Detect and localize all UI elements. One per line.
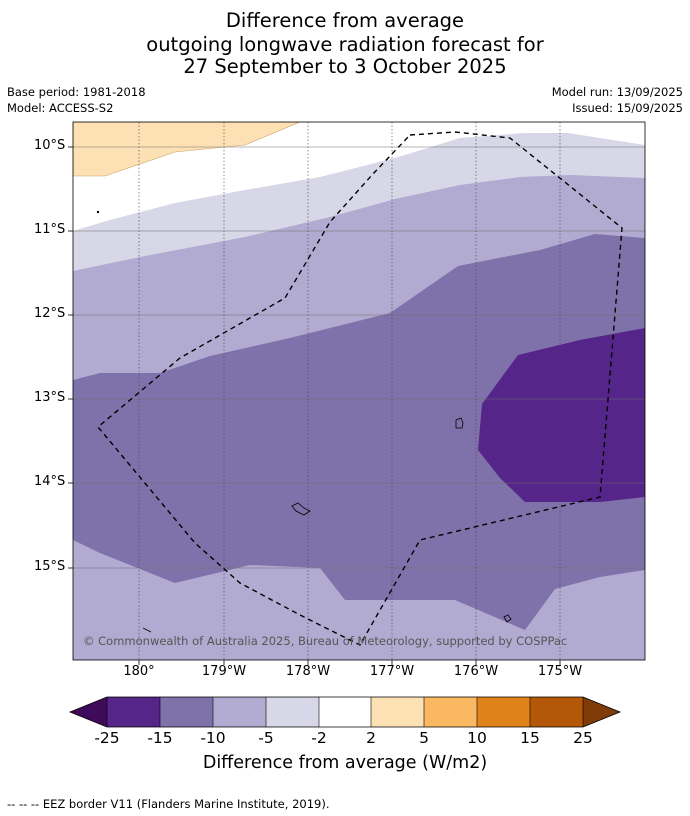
lon-label: 179°W (201, 664, 247, 679)
issued-date: Issued: 15/09/2025 (572, 101, 683, 115)
colorbar-segment (107, 697, 160, 727)
island-north (455, 417, 464, 429)
colorbar-tick-label: -10 (200, 729, 226, 747)
island-west (291, 502, 311, 516)
lat-label: 14°S (34, 474, 66, 489)
colorbar-tick-label: -15 (147, 729, 173, 747)
colorbar-segment-lowest (70, 697, 107, 727)
lat-label: 13°S (34, 390, 66, 405)
lat-gridlines (73, 146, 645, 569)
colorbar-tick-label: 5 (419, 729, 429, 747)
colorbar-tick-label: -25 (94, 729, 120, 747)
band-positive-2-5 (73, 122, 301, 177)
map-frame (72, 121, 646, 661)
title-line-1: Difference from average (225, 9, 465, 32)
eez-border (97, 131, 623, 646)
tick-marks (68, 146, 561, 665)
title-line-2: outgoing longwave radiation forecast for (146, 33, 544, 56)
lat-label: 10°S (34, 138, 66, 153)
lon-label: 176°W (453, 664, 499, 679)
colorbar-tick-label: 10 (467, 729, 487, 747)
model-run: Model run: 13/09/2025 (551, 85, 683, 99)
band-minus-15 (478, 328, 645, 502)
colorbar-segment (266, 697, 319, 727)
island-tiny (96, 210, 100, 214)
eez-footnote: -- -- -- EEZ border V11 (Flanders Marine… (7, 797, 330, 811)
colorbar-tick-label: 2 (366, 729, 376, 747)
colorbar (68, 696, 622, 728)
colorbar-segment (213, 697, 266, 727)
lat-label: 15°S (34, 559, 66, 574)
colorbar-segment (371, 697, 424, 727)
colorbar-tick-label: -5 (258, 729, 274, 747)
colorbar-tick-label: 25 (573, 729, 593, 747)
colorbar-tick-label: -2 (311, 729, 327, 747)
lon-gridlines (138, 122, 561, 660)
lon-label: 177°W (369, 664, 415, 679)
lon-label: 180° (123, 664, 155, 679)
lat-label: 11°S (34, 222, 66, 237)
colorbar-segment (424, 697, 477, 727)
colorbar-segment-highest (583, 697, 620, 727)
lon-label: 178°W (285, 664, 331, 679)
title-line-3: 27 September to 3 October 2025 (183, 55, 507, 78)
island-south (503, 614, 512, 623)
colorbar-tick-label: 15 (520, 729, 540, 747)
colorbar-dividers (106, 697, 584, 727)
island-southwest (142, 627, 152, 633)
map-field (73, 122, 645, 660)
colorbar-title: Difference from average (W/m2) (202, 753, 488, 773)
colorbar-segment (160, 697, 213, 727)
colorbar-segment (530, 697, 583, 727)
base-period: Base period: 1981-2018 (7, 85, 146, 99)
islands (96, 210, 512, 633)
colorbar-segment (319, 697, 371, 727)
model-name: Model: ACCESS-S2 (7, 101, 114, 115)
lon-label: 175°W (537, 664, 583, 679)
lat-label: 12°S (34, 306, 66, 321)
copyright-notice: © Commonwealth of Australia 2025, Bureau… (83, 634, 567, 648)
band-minus-10 (73, 234, 645, 630)
colorbar-segment (477, 697, 530, 727)
